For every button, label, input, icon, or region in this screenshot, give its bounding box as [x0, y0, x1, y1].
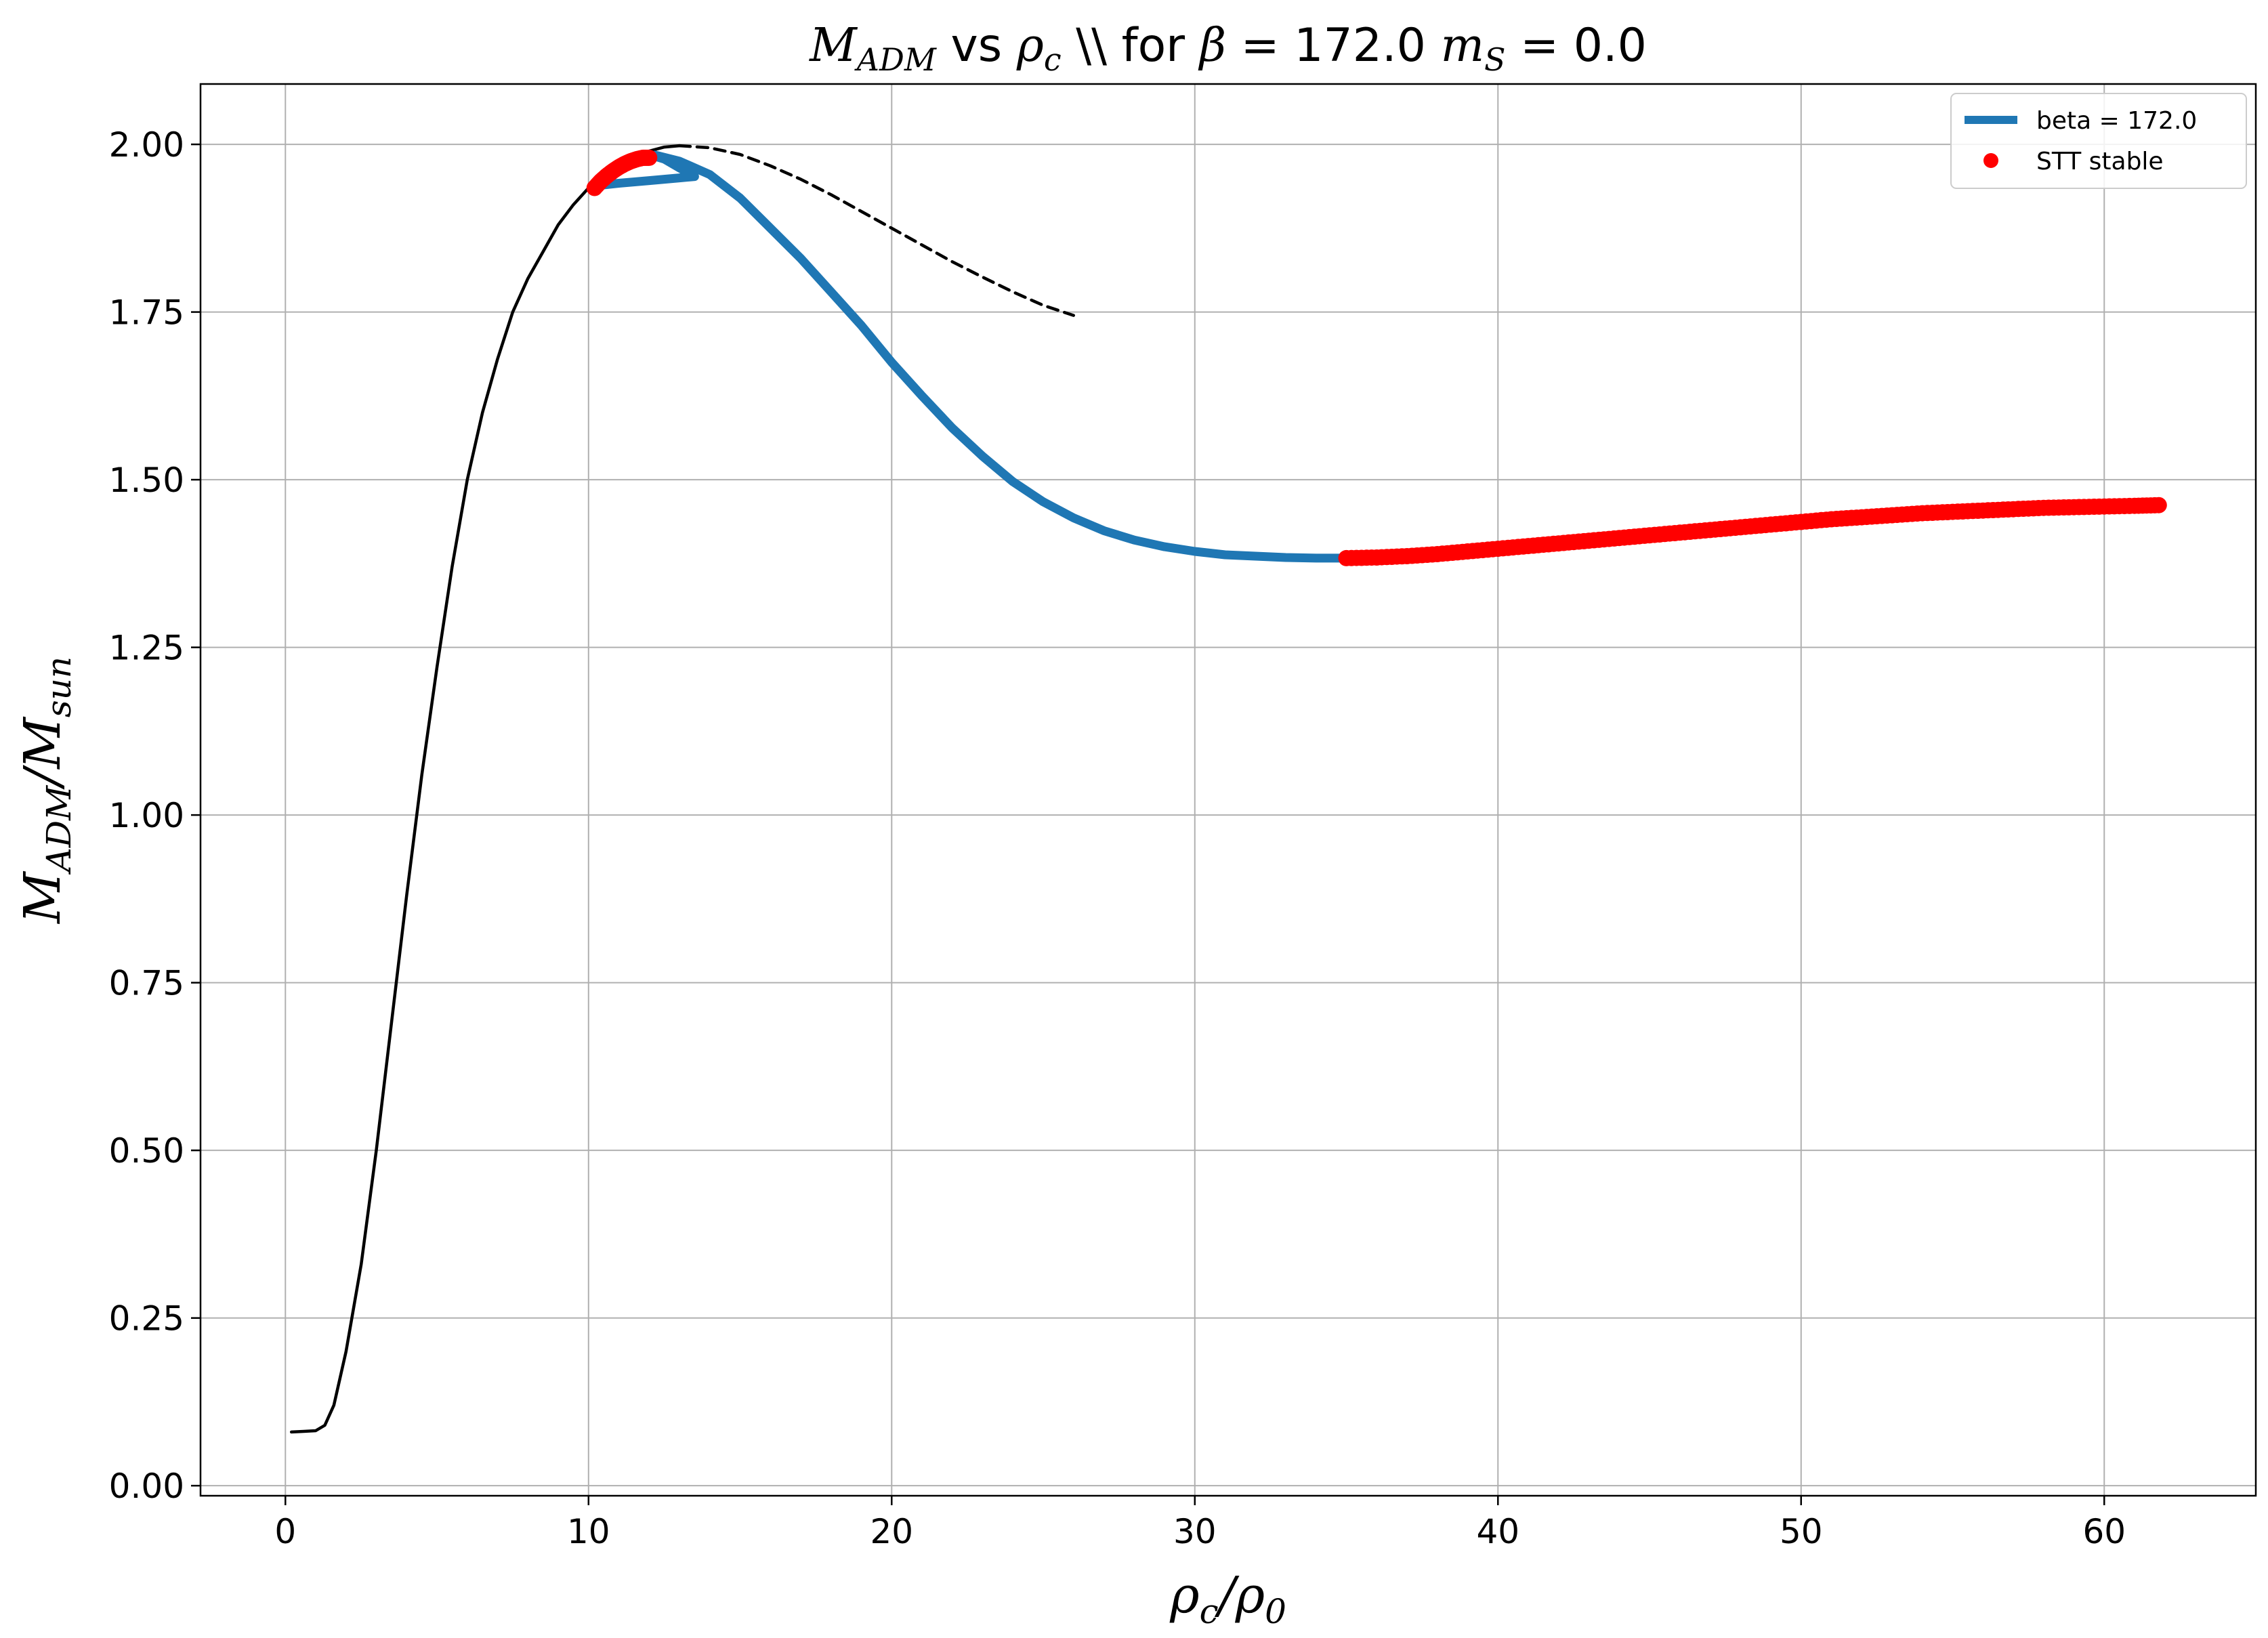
title-beta: β	[1198, 19, 1226, 72]
y-tick-label: 1.00	[109, 796, 184, 835]
y-tick-label: 2.00	[109, 125, 184, 165]
legend-label-stable: STT stable	[2036, 148, 2164, 175]
xlabel-a-sub: c	[1200, 1592, 1219, 1631]
ylabel-a-sub: ADM	[39, 784, 79, 875]
x-tick-label: 10	[567, 1512, 610, 1551]
ylabel-b: M	[14, 716, 72, 770]
x-tick-label: 20	[870, 1512, 913, 1551]
title-m-sub: ADM	[854, 41, 938, 78]
y-tick-label: 1.50	[109, 461, 184, 500]
stable-point	[2151, 497, 2167, 513]
legend: beta = 172.0 STT stable	[1951, 93, 2246, 188]
xlabel-b: ρ	[1235, 1566, 1265, 1624]
legend-marker-swatch	[1983, 153, 1998, 168]
xlabel-b-sub: 0	[1265, 1592, 1286, 1631]
ylabel-b-sub: sun	[39, 656, 79, 717]
y-tick-label: 0.75	[109, 964, 184, 1003]
y-tick-label: 1.25	[109, 629, 184, 668]
title-ms: m	[1441, 19, 1484, 72]
y-tick-label: 1.75	[109, 293, 184, 333]
title-m: M	[808, 19, 858, 72]
y-tick-label: 0.25	[109, 1299, 184, 1339]
title-rho: ρ	[1016, 19, 1044, 72]
xlabel-a: ρ	[1169, 1566, 1200, 1624]
x-tick-label: 40	[1476, 1512, 1519, 1551]
legend-label-beta: beta = 172.0	[2036, 107, 2197, 135]
x-tick-label: 60	[2082, 1512, 2126, 1551]
title-rho-sub: c	[1044, 41, 1062, 78]
title-ms-val: = 0.0	[1506, 19, 1647, 72]
title-ms-sub: S	[1484, 41, 1506, 78]
ylabel-a: M	[14, 870, 72, 925]
x-tick-label: 30	[1173, 1512, 1217, 1551]
x-tick-label: 0	[274, 1512, 296, 1551]
stable-point	[641, 150, 657, 166]
title-beta-val: = 172.0	[1226, 19, 1441, 72]
x-tick-label: 50	[1780, 1512, 1823, 1551]
y-tick-label: 0.00	[109, 1467, 184, 1506]
title-vs: vs	[936, 19, 1017, 72]
title-mid: \\ for	[1062, 19, 1200, 72]
y-tick-label: 0.50	[109, 1131, 184, 1171]
